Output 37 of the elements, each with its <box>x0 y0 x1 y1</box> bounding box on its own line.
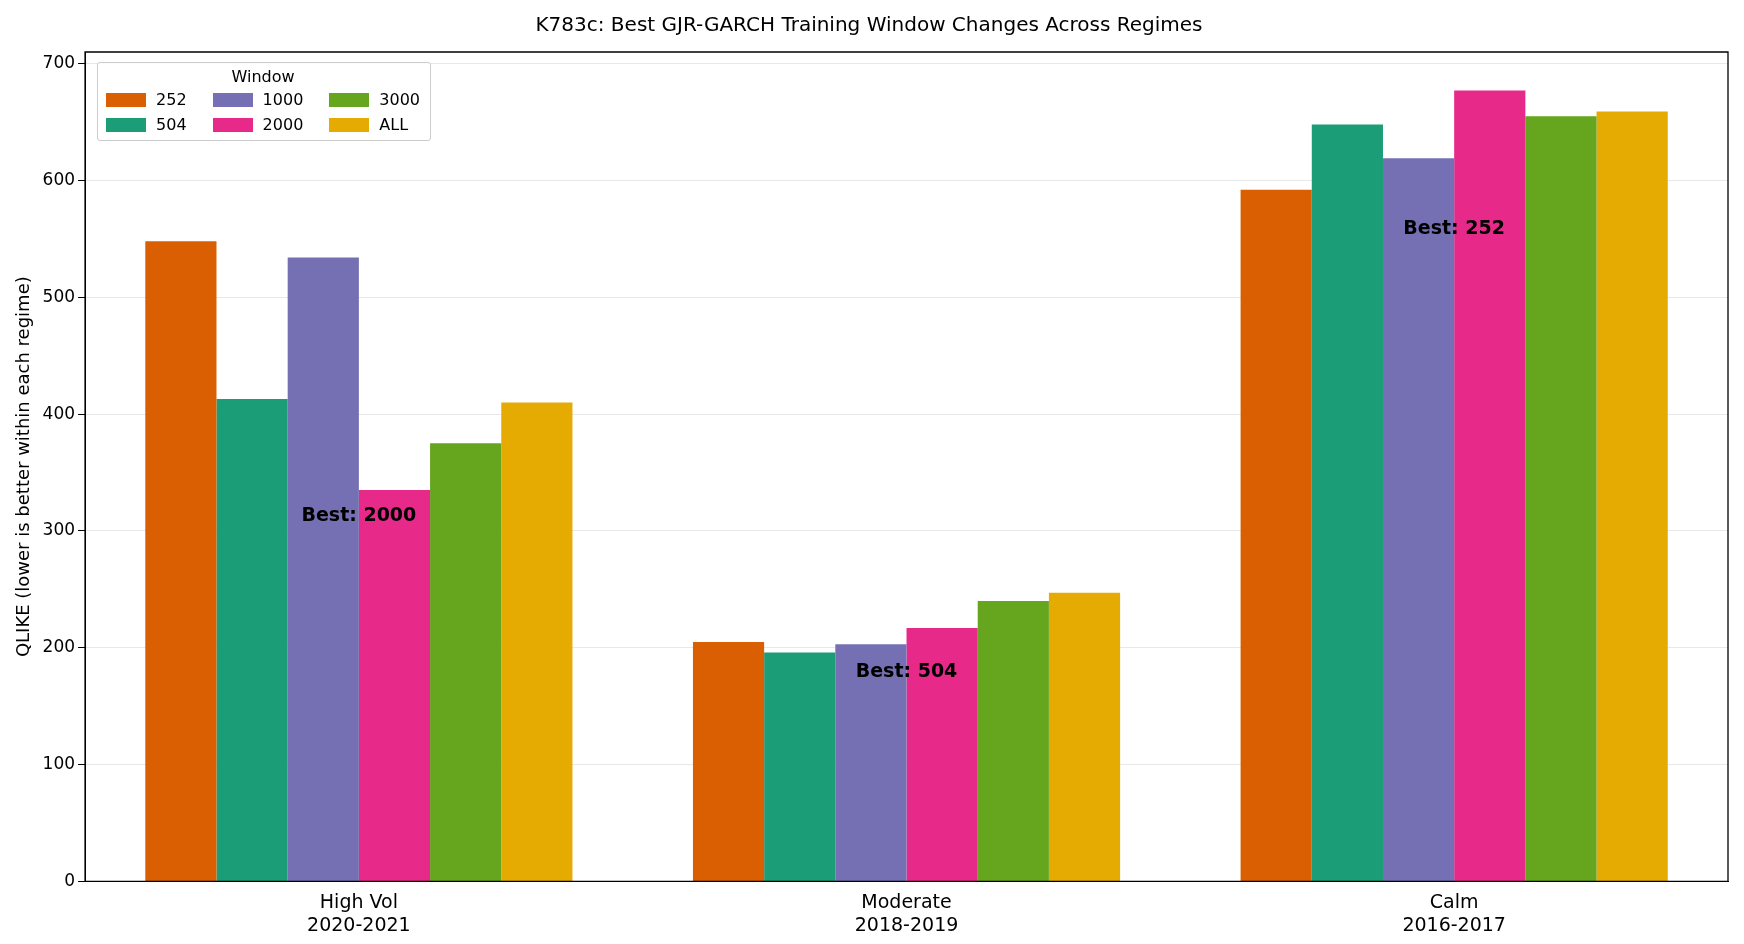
bar <box>216 398 288 881</box>
bar <box>1240 189 1312 881</box>
bar <box>145 241 217 881</box>
x-tick-label: Moderate 2018-2019 <box>854 889 959 935</box>
bar <box>501 402 573 881</box>
annotation: Best: 2000 <box>301 502 417 525</box>
y-tick-label: 500 <box>42 285 76 306</box>
y-tick-label: 300 <box>42 519 76 540</box>
bar <box>430 443 502 881</box>
y-tick-label: 400 <box>42 402 76 423</box>
y-axis-title: QLIKE (lower is better within each regime) <box>12 276 34 658</box>
legend-label: 504 <box>156 115 187 134</box>
legend-label: 252 <box>156 90 187 109</box>
legend-label: 3000 <box>379 90 421 109</box>
bar <box>1048 592 1121 881</box>
bar <box>358 490 431 881</box>
bar <box>692 641 765 881</box>
y-tick-label: 700 <box>42 52 76 73</box>
x-tick-label: High Vol 2020-2021 <box>307 889 411 935</box>
legend-label: 1000 <box>262 90 304 109</box>
bar <box>1525 116 1597 881</box>
bar <box>1382 158 1455 881</box>
y-tick-label: 200 <box>42 636 76 657</box>
bar <box>977 601 1049 881</box>
bar <box>764 652 836 881</box>
bar <box>1311 124 1383 881</box>
y-tick-label: 0 <box>64 869 76 890</box>
bar <box>1596 111 1668 881</box>
y-tick-label: 600 <box>42 168 76 189</box>
bar <box>835 644 907 881</box>
x-tick-label: Calm 2016-2017 <box>1402 889 1506 935</box>
legend-title: Window <box>230 67 296 86</box>
legend-label: 2000 <box>262 115 304 134</box>
legend-label: ALL <box>379 115 409 134</box>
bar <box>287 257 359 881</box>
y-tick-label: 100 <box>42 753 76 773</box>
chart-title: K783c: Best GJR-GARCH Training Window Changes Across Regimes <box>535 12 1203 37</box>
